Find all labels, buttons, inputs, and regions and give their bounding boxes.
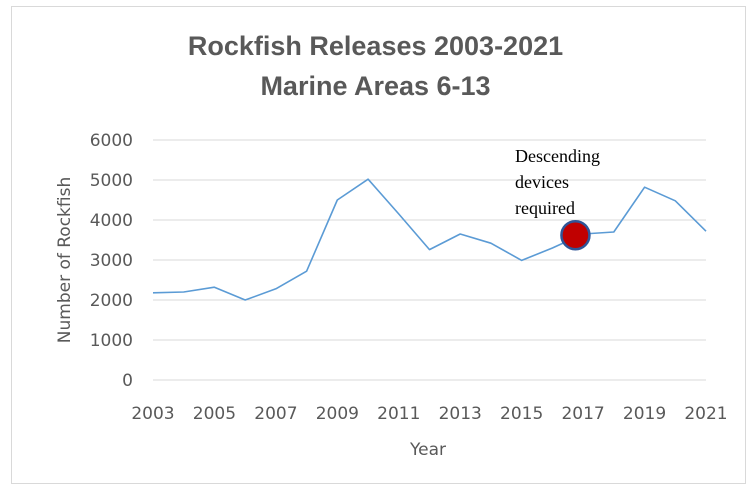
y-tick-label: 0 [122,371,133,391]
x-tick-label: 2005 [193,404,236,424]
x-tick-label: 2009 [316,404,359,424]
gridlines [153,140,706,380]
y-tick-label: 1000 [90,331,133,351]
series-line [153,179,706,300]
x-tick-label: 2007 [254,404,297,424]
x-axis-ticks: 2003 2005 2007 2009 2011 2013 2015 2017 2019 2021 [131,404,727,424]
x-tick-label: 2003 [131,404,174,424]
annotation-text-line: devices [515,172,569,192]
y-tick-label: 2000 [90,291,133,311]
x-axis-title: Year [409,440,446,460]
y-tick-label: 6000 [90,131,133,151]
annotation: Descending devices required [515,146,600,249]
x-tick-label: 2013 [439,404,482,424]
annotation-text-line: required [515,198,575,218]
data-series [153,179,706,300]
x-tick-label: 2021 [684,404,727,424]
annotation-text-line: Descending [515,146,600,166]
x-tick-label: 2019 [623,404,666,424]
x-tick-label: 2011 [377,404,420,424]
y-axis-title: Number of Rockfish [55,177,75,343]
y-axis-ticks: 0 1000 2000 3000 4000 5000 6000 [90,131,133,391]
x-tick-label: 2015 [500,404,543,424]
y-tick-label: 3000 [90,251,133,271]
y-tick-label: 5000 [90,171,133,191]
annotation-marker [561,221,589,249]
x-tick-label: 2017 [561,404,604,424]
y-tick-label: 4000 [90,211,133,231]
